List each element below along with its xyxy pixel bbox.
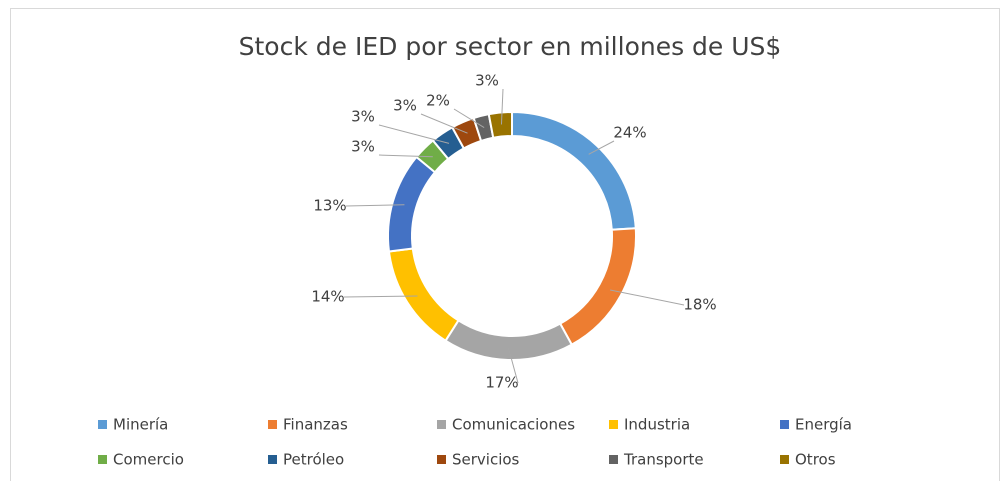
leader-line — [378, 124, 450, 144]
leader-line — [420, 113, 468, 134]
leader-line — [343, 295, 418, 298]
data-label: 3% — [351, 108, 375, 126]
legend-label: Comunicaciones — [452, 416, 575, 434]
donut-slice — [444, 319, 574, 361]
donut-slice — [487, 110, 513, 139]
leader-line — [378, 154, 433, 158]
legend-swatch — [780, 455, 789, 464]
leader-line — [588, 140, 615, 155]
legend-label: Finanzas — [283, 416, 348, 434]
legend-swatch — [437, 455, 446, 464]
donut-slice — [387, 155, 437, 253]
legend-label: Petróleo — [283, 451, 344, 469]
data-label: 2% — [426, 92, 450, 110]
legend-swatch — [609, 420, 618, 429]
donut-slice — [558, 227, 637, 347]
legend-label: Minería — [113, 416, 168, 434]
legend-swatch — [780, 420, 789, 429]
data-label: 3% — [351, 138, 375, 156]
legend-swatch — [268, 420, 277, 429]
data-label: 3% — [475, 72, 499, 90]
legend-swatch — [268, 455, 277, 464]
legend-swatch — [609, 455, 618, 464]
chart-title: Stock de IED por sector en millones de U… — [239, 32, 782, 61]
legend-label: Servicios — [452, 451, 520, 469]
legend-label: Comercio — [113, 451, 184, 469]
chart-border — [10, 8, 1000, 481]
legend-label: Industria — [624, 416, 690, 434]
data-label: 17% — [485, 374, 518, 392]
data-label: 14% — [311, 288, 344, 306]
legend-label: Otros — [795, 451, 836, 469]
legend-swatch — [437, 420, 446, 429]
leader-line — [345, 204, 405, 207]
legend-label: Energía — [795, 416, 852, 434]
legend-swatch — [98, 455, 107, 464]
data-label: 18% — [683, 296, 716, 314]
donut-slice — [387, 247, 460, 343]
legend-label: Transporte — [623, 451, 704, 469]
leader-line — [500, 88, 504, 125]
leader-line — [507, 347, 519, 384]
data-label: 3% — [393, 97, 417, 115]
data-label: 24% — [613, 124, 646, 142]
leader-line — [453, 108, 485, 128]
leader-line — [610, 289, 685, 306]
data-label: 13% — [313, 197, 346, 215]
legend-swatch — [98, 420, 107, 429]
